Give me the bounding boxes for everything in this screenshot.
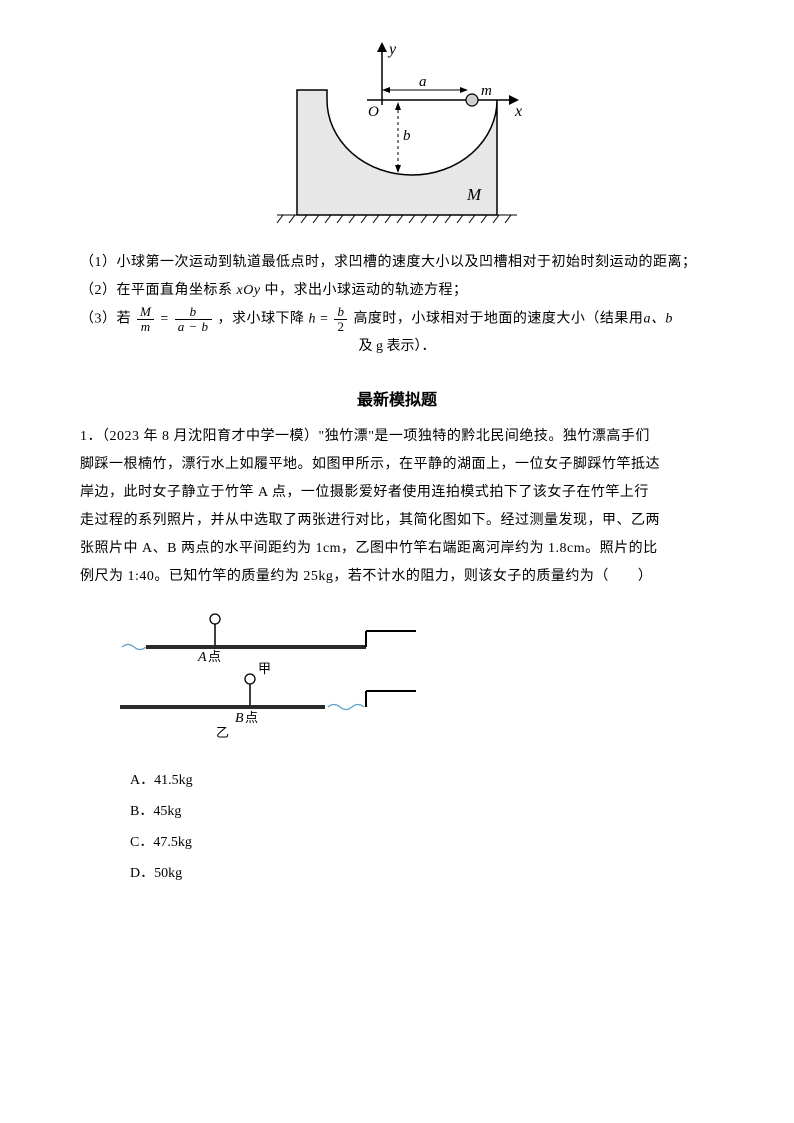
label-A: A — [197, 650, 207, 665]
option-C[interactable]: C．47.5kg — [130, 828, 714, 859]
frac-num: b — [334, 305, 347, 320]
pole-jia — [146, 645, 366, 649]
frac-b-ab: b a − b — [175, 305, 212, 333]
problem-1-line-2: 脚踩一根楠竹，漂行水上如履平地。如图甲所示，在平静的湖面上，一位女子脚踩竹竿抵达 — [80, 451, 714, 479]
ball-icon — [466, 94, 478, 106]
problem-1-line-3: 岸边，此时女子静立于竹竿 A 点，一位摄影爱好者使用连拍模式拍下了该女子在竹竿上… — [80, 479, 714, 507]
option-A[interactable]: A．41.5kg — [130, 766, 714, 797]
label-A-dian: 点 — [208, 649, 221, 664]
frac-M-m: M m — [137, 305, 154, 333]
axis-y-label: y — [387, 41, 397, 58]
q3-h: h — [309, 311, 317, 326]
q3-mid1: ，求小球下降 — [218, 311, 309, 326]
caption-jia: 甲 — [258, 661, 271, 676]
option-B[interactable]: B．45kg — [130, 797, 714, 828]
dim-b-label: b — [403, 128, 411, 144]
problem-1-line-1: 1．（2023 年 8 月沈阳育才中学一模）"独竹漂"是一项独特的黔北民间绝技。… — [80, 423, 714, 451]
person-head-icon — [210, 614, 220, 624]
frac-num: M — [137, 305, 154, 320]
problem-1-line-6: 例尺为 1:40。已知竹竿的质量约为 25kg，若不计水的阻力，则该女子的质量约… — [80, 563, 714, 591]
bamboo-diagram: A 点 甲 B 点 乙 — [120, 609, 420, 749]
q3-pre: （3）若 — [80, 311, 135, 326]
caption-yi: 乙 — [216, 725, 229, 740]
axis-x-label: x — [514, 103, 522, 120]
label-B: B — [235, 711, 244, 726]
curved-track-diagram: y x O m a b M — [267, 40, 527, 230]
option-D[interactable]: D．50kg — [130, 859, 714, 890]
q3-ab: a、b — [643, 311, 673, 326]
question-part-3: （3）若 M m = b a − b ，求小球下降 h = b 2 高度时，小球… — [80, 305, 714, 333]
q3-mid2: 高度时，小球相对于地面的速度大小（结果用 — [353, 311, 643, 326]
q2-xoy: xOy — [237, 283, 261, 298]
question-part-1: （1）小球第一次运动到轨道最低点时，求凹槽的速度大小以及凹槽相对于初始时刻运动的… — [80, 249, 714, 277]
frac-b-2: b 2 — [334, 305, 347, 333]
mass-m-label: m — [481, 83, 492, 99]
options-list: A．41.5kg B．45kg C．47.5kg D．50kg — [130, 766, 714, 889]
dim-a-label: a — [419, 74, 427, 90]
figure-1-container: y x O m a b M — [80, 40, 714, 241]
section-title: 最新模拟题 — [80, 385, 714, 417]
mass-M-label: M — [466, 185, 482, 204]
problem-1-line-4: 走过程的系列照片，并从中选取了两张进行对比，其简化图如下。经过测量发现，甲、乙两 — [80, 507, 714, 535]
frac-den: m — [137, 320, 154, 334]
eq-sign: = — [160, 311, 172, 326]
question-part-2: （2）在平面直角坐标系 xOy 中，求出小球运动的轨迹方程； — [80, 277, 714, 305]
figure-1: y x O m a b M — [267, 40, 527, 241]
eq-sign-2: = — [316, 311, 332, 326]
q2-post: 中，求出小球运动的轨迹方程； — [261, 283, 468, 298]
q3-tail: 及 g 表示）． — [80, 333, 714, 361]
frac-num: b — [175, 305, 212, 320]
frac-den: a − b — [175, 320, 212, 334]
person-head-icon — [245, 674, 255, 684]
origin-label: O — [368, 104, 379, 120]
problem-1-line-5: 张照片中 A、B 两点的水平间距约为 1cm，乙图中竹竿右端距离河岸约为 1.8… — [80, 535, 714, 563]
frac-den: 2 — [334, 320, 347, 334]
pole-yi — [120, 705, 325, 709]
figure-2-container: A 点 甲 B 点 乙 — [120, 609, 714, 760]
q2-pre: （2）在平面直角坐标系 — [80, 283, 237, 298]
label-B-dian: 点 — [245, 710, 258, 725]
